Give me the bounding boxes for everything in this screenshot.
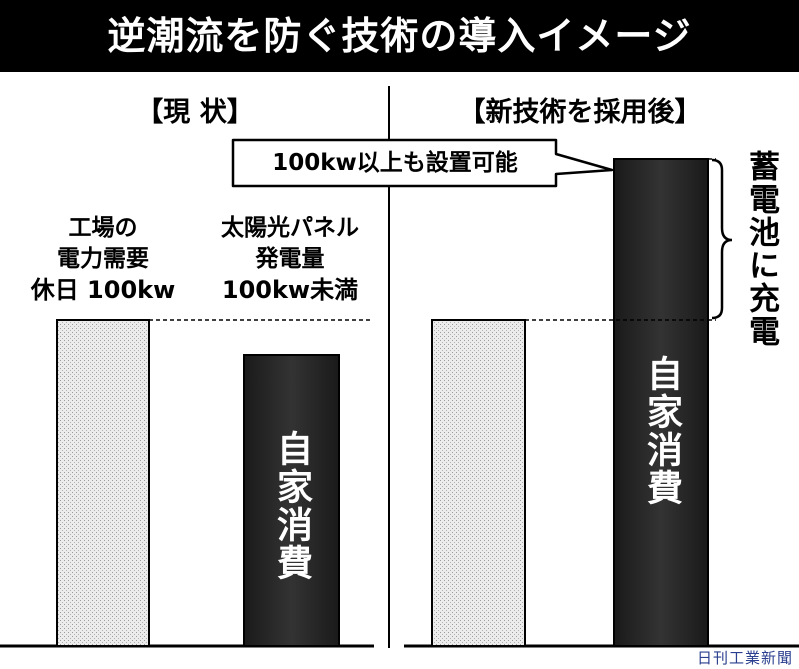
solar-label-line-2: 発電量 <box>255 246 325 272</box>
page-title: 逆潮流を防ぐ技術の導入イメージ <box>107 14 692 58</box>
demand-label-line-3: 休日 100kw <box>30 276 176 304</box>
battery-charge-label: 蓄電池に充電 <box>743 150 779 348</box>
solar-label-line-3: 100kw未満 <box>221 276 359 304</box>
self-consumption-label-current: 自家消費 <box>271 430 312 582</box>
solar-label: 太陽光パネル 発電量 100kw未満 <box>200 213 380 306</box>
callout-text: 100kw以上も設置可能 <box>272 150 518 176</box>
demand-bar-current <box>56 319 150 647</box>
self-consumption-label-new: 自家消費 <box>641 355 682 507</box>
solar-bar-new <box>613 158 709 647</box>
solar-label-line-1: 太陽光パネル <box>221 215 359 241</box>
demand-bar-new <box>431 319 526 647</box>
panel-heading-new: 【新技術を採用後】 <box>458 97 702 128</box>
demand-label-line-1: 工場の <box>68 215 138 241</box>
demand-label: 工場の 電力需要 休日 100kw <box>28 213 178 306</box>
solar-bar-current <box>243 354 340 647</box>
title-band <box>0 0 799 72</box>
callout-bubble <box>231 138 614 188</box>
demand-label-line-2: 電力需要 <box>57 246 149 272</box>
credit-text: 日刊工業新聞 <box>696 649 793 667</box>
charge-bracket <box>711 158 733 320</box>
panel-heading-current: 【現 状】 <box>136 97 254 128</box>
